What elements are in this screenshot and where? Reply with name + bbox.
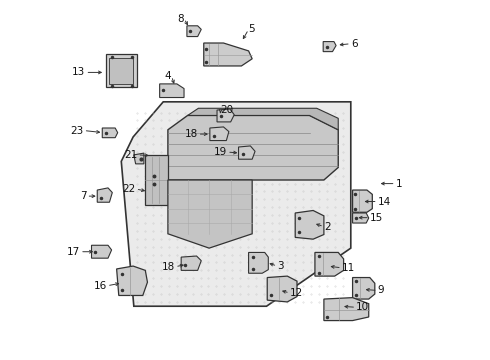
Text: 5: 5 bbox=[248, 24, 255, 35]
Text: 11: 11 bbox=[342, 263, 355, 273]
Polygon shape bbox=[97, 188, 112, 202]
Polygon shape bbox=[145, 155, 168, 205]
Text: 8: 8 bbox=[177, 14, 184, 24]
Text: 14: 14 bbox=[378, 197, 391, 207]
Text: 19: 19 bbox=[214, 147, 227, 157]
Polygon shape bbox=[239, 146, 255, 159]
Text: 18: 18 bbox=[162, 262, 175, 272]
Polygon shape bbox=[217, 109, 234, 122]
Polygon shape bbox=[106, 54, 137, 87]
Polygon shape bbox=[92, 245, 112, 258]
Polygon shape bbox=[181, 256, 201, 270]
Text: 12: 12 bbox=[290, 288, 303, 298]
Text: 22: 22 bbox=[122, 184, 136, 194]
Text: 10: 10 bbox=[356, 302, 369, 312]
Polygon shape bbox=[353, 190, 372, 212]
Polygon shape bbox=[168, 180, 252, 248]
Polygon shape bbox=[267, 276, 297, 302]
Polygon shape bbox=[323, 41, 336, 51]
Text: 21: 21 bbox=[124, 150, 137, 160]
Polygon shape bbox=[248, 252, 269, 273]
Polygon shape bbox=[315, 252, 343, 276]
Text: 18: 18 bbox=[184, 129, 197, 139]
Text: 15: 15 bbox=[370, 213, 383, 222]
Text: 20: 20 bbox=[220, 105, 234, 115]
Text: 2: 2 bbox=[324, 222, 331, 231]
Polygon shape bbox=[160, 84, 184, 98]
Polygon shape bbox=[324, 298, 368, 320]
Text: 9: 9 bbox=[378, 285, 384, 296]
Polygon shape bbox=[134, 153, 144, 164]
Text: 4: 4 bbox=[165, 71, 172, 81]
Polygon shape bbox=[168, 116, 338, 180]
Bar bbox=[109, 58, 133, 84]
Polygon shape bbox=[122, 102, 351, 306]
Text: 7: 7 bbox=[80, 191, 87, 201]
Text: 17: 17 bbox=[67, 247, 80, 257]
Polygon shape bbox=[187, 26, 201, 37]
Text: 1: 1 bbox=[395, 179, 402, 189]
Polygon shape bbox=[102, 128, 118, 138]
Polygon shape bbox=[188, 108, 338, 130]
Polygon shape bbox=[353, 213, 368, 223]
Polygon shape bbox=[117, 266, 147, 296]
Text: 16: 16 bbox=[94, 281, 107, 291]
Polygon shape bbox=[353, 278, 375, 299]
Polygon shape bbox=[295, 211, 324, 239]
Text: 6: 6 bbox=[351, 39, 357, 49]
Polygon shape bbox=[210, 127, 229, 140]
Text: 23: 23 bbox=[71, 126, 84, 135]
Text: 13: 13 bbox=[72, 67, 85, 77]
Polygon shape bbox=[204, 43, 252, 66]
Text: 3: 3 bbox=[277, 261, 284, 271]
